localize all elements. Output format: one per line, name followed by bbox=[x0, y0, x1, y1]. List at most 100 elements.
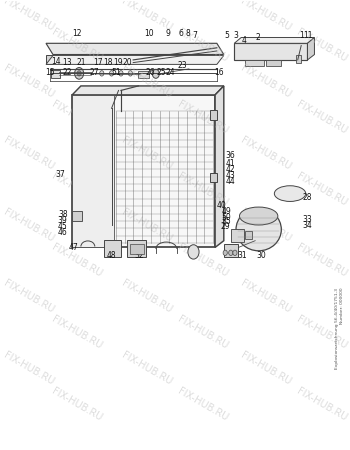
Text: 32: 32 bbox=[135, 251, 144, 260]
Text: FIX-HUB.RU: FIX-HUB.RU bbox=[2, 350, 56, 387]
Bar bbox=[72, 211, 82, 220]
Text: FIX-HUB.RU: FIX-HUB.RU bbox=[239, 135, 293, 171]
Text: 46: 46 bbox=[58, 228, 68, 237]
Text: 35: 35 bbox=[222, 217, 231, 226]
Bar bbox=[231, 230, 244, 242]
Text: 1: 1 bbox=[299, 31, 303, 40]
Text: 13: 13 bbox=[62, 58, 72, 67]
Polygon shape bbox=[46, 54, 53, 64]
Polygon shape bbox=[46, 43, 224, 54]
Text: 28: 28 bbox=[303, 193, 312, 202]
Ellipse shape bbox=[274, 186, 306, 202]
Text: FIX-HUB.RU: FIX-HUB.RU bbox=[2, 63, 56, 100]
Text: FIX-HUB.RU: FIX-HUB.RU bbox=[2, 135, 56, 171]
Text: 24: 24 bbox=[166, 68, 175, 77]
Text: 18: 18 bbox=[103, 58, 113, 67]
Bar bbox=[51, 70, 60, 78]
Polygon shape bbox=[234, 43, 307, 60]
Text: 26: 26 bbox=[146, 68, 155, 77]
Text: FIX-HUB.RU: FIX-HUB.RU bbox=[176, 171, 230, 207]
Text: 45: 45 bbox=[58, 222, 68, 231]
Text: 19: 19 bbox=[113, 58, 122, 67]
Bar bbox=[104, 240, 121, 257]
Text: 10: 10 bbox=[144, 29, 154, 38]
Bar bbox=[224, 244, 238, 257]
Text: 30: 30 bbox=[257, 251, 266, 260]
Text: FIX-HUB.RU: FIX-HUB.RU bbox=[50, 27, 104, 64]
Bar bbox=[138, 71, 149, 78]
Bar bbox=[245, 60, 264, 66]
Text: 20: 20 bbox=[123, 58, 132, 67]
Text: 7: 7 bbox=[192, 31, 197, 40]
Text: 47: 47 bbox=[69, 243, 79, 252]
Text: 43: 43 bbox=[226, 171, 236, 180]
Text: 2: 2 bbox=[255, 33, 260, 42]
Polygon shape bbox=[215, 86, 224, 248]
Bar bbox=[245, 231, 252, 239]
Text: 8: 8 bbox=[186, 29, 190, 38]
Text: 16: 16 bbox=[214, 68, 224, 77]
Bar bbox=[296, 54, 301, 63]
Text: 51: 51 bbox=[111, 68, 120, 77]
Text: 25: 25 bbox=[156, 68, 166, 77]
Text: 27: 27 bbox=[89, 68, 99, 77]
Circle shape bbox=[229, 250, 233, 256]
Text: 11: 11 bbox=[303, 31, 312, 40]
Text: 6: 6 bbox=[179, 29, 184, 38]
Text: 36: 36 bbox=[226, 151, 236, 160]
Text: FIX-HUB.RU: FIX-HUB.RU bbox=[50, 99, 104, 136]
Bar bbox=[210, 172, 217, 182]
Text: FIX-HUB.RU: FIX-HUB.RU bbox=[2, 0, 56, 32]
Text: 42: 42 bbox=[226, 165, 236, 174]
Text: FIX-HUB.RU: FIX-HUB.RU bbox=[176, 99, 230, 136]
Text: 38: 38 bbox=[58, 210, 68, 219]
Text: FIX-HUB.RU: FIX-HUB.RU bbox=[294, 386, 348, 423]
Text: 4: 4 bbox=[241, 36, 246, 45]
Text: FIX-HUB.RU: FIX-HUB.RU bbox=[294, 99, 348, 136]
Text: FIX-HUB.RU: FIX-HUB.RU bbox=[176, 27, 230, 64]
Text: FIX-HUB.RU: FIX-HUB.RU bbox=[2, 207, 56, 243]
Circle shape bbox=[223, 250, 227, 256]
Text: 15: 15 bbox=[46, 68, 55, 77]
Circle shape bbox=[119, 71, 123, 76]
Text: 5: 5 bbox=[224, 31, 229, 40]
Text: 49: 49 bbox=[222, 207, 231, 216]
Text: 41: 41 bbox=[226, 158, 236, 167]
Text: FIX-HUB.RU: FIX-HUB.RU bbox=[50, 314, 104, 351]
Text: FIX-HUB.RU: FIX-HUB.RU bbox=[239, 279, 293, 315]
Text: 14: 14 bbox=[51, 57, 61, 66]
Circle shape bbox=[128, 71, 132, 76]
Ellipse shape bbox=[236, 208, 281, 251]
Text: FIX-HUB.RU: FIX-HUB.RU bbox=[120, 0, 174, 32]
Text: FIX-HUB.RU: FIX-HUB.RU bbox=[120, 207, 174, 243]
Text: Explosionszeichnung 56-4/40/1751-3
Number: 000000: Explosionszeichnung 56-4/40/1751-3 Numbe… bbox=[336, 288, 344, 369]
Text: FIX-HUB.RU: FIX-HUB.RU bbox=[294, 171, 348, 207]
Text: 29: 29 bbox=[221, 222, 230, 231]
Text: 9: 9 bbox=[166, 29, 170, 38]
Text: FIX-HUB.RU: FIX-HUB.RU bbox=[120, 63, 174, 100]
Bar bbox=[210, 110, 217, 120]
Ellipse shape bbox=[239, 207, 278, 225]
Text: 34: 34 bbox=[303, 221, 312, 230]
Text: 12: 12 bbox=[72, 29, 82, 38]
Text: 17: 17 bbox=[93, 58, 103, 67]
Text: FIX-HUB.RU: FIX-HUB.RU bbox=[120, 279, 174, 315]
Text: 44: 44 bbox=[226, 177, 236, 186]
Circle shape bbox=[152, 69, 159, 78]
Text: FIX-HUB.RU: FIX-HUB.RU bbox=[120, 135, 174, 171]
Bar bbox=[127, 240, 146, 257]
Circle shape bbox=[100, 71, 104, 76]
Text: 37: 37 bbox=[55, 170, 65, 179]
Text: 40: 40 bbox=[216, 201, 226, 210]
Text: 31: 31 bbox=[237, 251, 247, 260]
Circle shape bbox=[75, 68, 84, 79]
Text: 33: 33 bbox=[303, 215, 312, 224]
Bar bbox=[130, 244, 144, 254]
Text: 39: 39 bbox=[58, 216, 68, 225]
Text: FIX-HUB.RU: FIX-HUB.RU bbox=[176, 243, 230, 279]
Circle shape bbox=[77, 71, 81, 76]
Text: FIX-HUB.RU: FIX-HUB.RU bbox=[239, 63, 293, 100]
Text: FIX-HUB.RU: FIX-HUB.RU bbox=[239, 0, 293, 32]
Text: FIX-HUB.RU: FIX-HUB.RU bbox=[239, 350, 293, 387]
Text: FIX-HUB.RU: FIX-HUB.RU bbox=[2, 279, 56, 315]
